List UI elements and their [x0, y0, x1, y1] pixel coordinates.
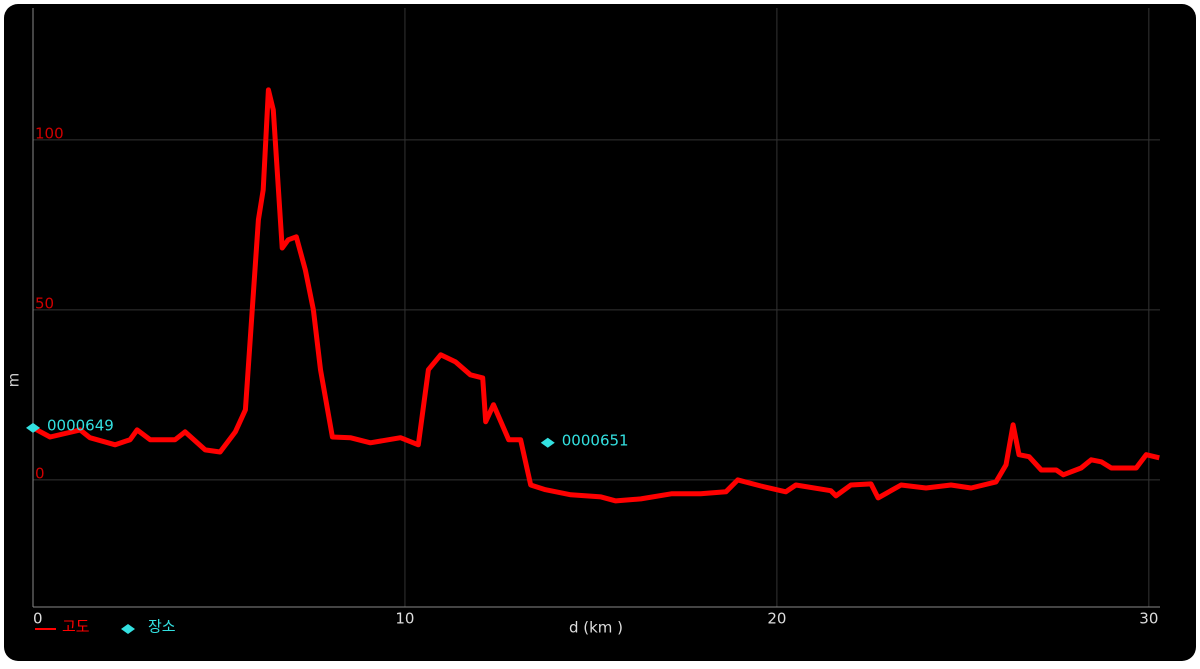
legend-label: 장소	[148, 618, 176, 636]
y-axis-label: m	[5, 373, 23, 388]
x-axis-label: d (km )	[569, 619, 623, 637]
y-tick-label: 50	[35, 294, 54, 312]
x-tick-label: 20	[767, 610, 786, 628]
x-tick-label: 30	[1139, 610, 1158, 628]
place-marker	[26, 422, 40, 433]
x-tick-label: 10	[395, 610, 414, 628]
x-tick-label: 0	[33, 610, 43, 628]
y-tick-label: 0	[35, 464, 45, 482]
legend-label: 고도	[62, 618, 90, 636]
place-marker	[540, 437, 555, 448]
place-label: 0000649	[47, 416, 114, 434]
place-label: 0000651	[562, 431, 629, 449]
y-tick-label: 100	[35, 124, 64, 142]
panel	[4, 4, 1196, 661]
elevation-line	[31, 87, 1160, 504]
legend-swatch	[121, 624, 135, 634]
